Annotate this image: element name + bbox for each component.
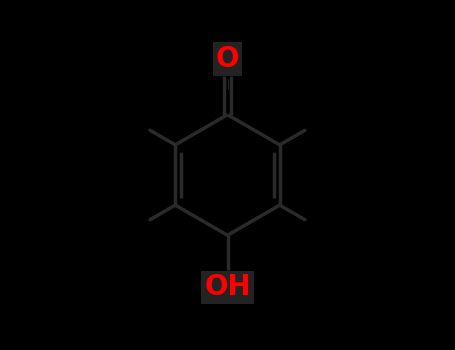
- Text: OH: OH: [204, 273, 251, 301]
- Text: O: O: [216, 45, 239, 73]
- Text: ||: ||: [224, 79, 231, 90]
